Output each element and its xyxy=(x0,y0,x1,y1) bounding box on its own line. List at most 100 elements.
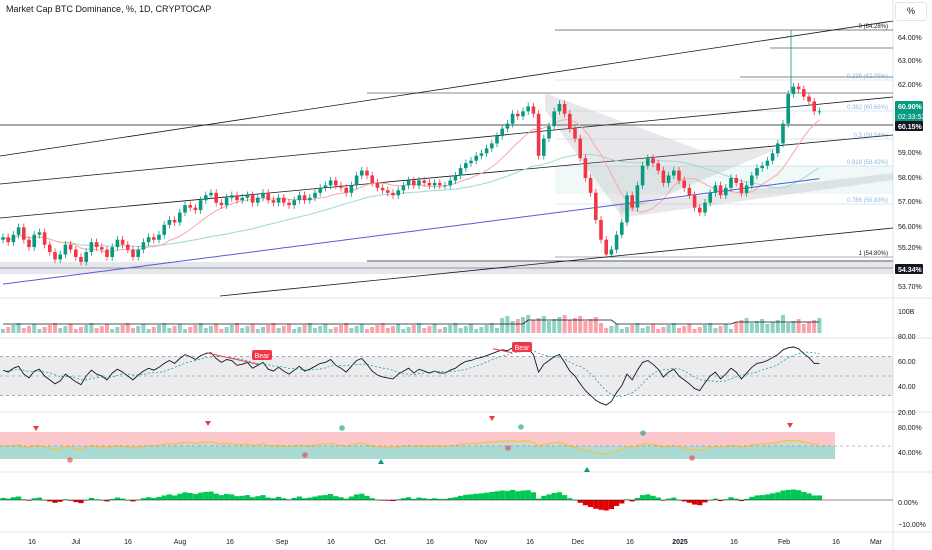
histogram-bar xyxy=(442,498,448,500)
volume-bar xyxy=(791,321,796,333)
candle-body xyxy=(396,190,400,196)
volume-bar xyxy=(562,315,567,333)
candle-body xyxy=(157,234,161,240)
volume-bar xyxy=(630,325,635,333)
volume-bar xyxy=(443,327,447,333)
volume-bar xyxy=(812,320,817,333)
candle-body xyxy=(297,195,302,201)
bear-label-box xyxy=(512,342,532,352)
candle-body xyxy=(146,237,151,243)
candle-body xyxy=(94,242,99,248)
histogram-bar xyxy=(588,500,594,507)
histogram-bar xyxy=(801,491,807,500)
time-axis-tick: Nov xyxy=(475,539,488,546)
volume-bar xyxy=(526,315,531,333)
price-axis-tick: 53.70% xyxy=(898,284,922,291)
histogram-bar xyxy=(634,497,640,500)
volume-bar xyxy=(656,329,661,333)
volume-bar xyxy=(157,325,161,333)
candle-body xyxy=(656,163,660,171)
volume-axis-tick: 100B xyxy=(898,309,915,316)
histogram-bar xyxy=(88,497,94,500)
candle-body xyxy=(323,185,328,188)
candle-body xyxy=(453,175,458,181)
rsi-line xyxy=(2,346,820,406)
histogram-bar xyxy=(645,494,651,500)
volume-bar xyxy=(375,325,380,333)
candle-body xyxy=(74,249,78,257)
osc-area xyxy=(0,440,820,454)
volume-bar xyxy=(427,326,432,333)
histogram-bar xyxy=(260,495,266,500)
candle-body xyxy=(240,197,244,201)
candle-body xyxy=(183,205,187,213)
time-axis-tick: Jul xyxy=(72,539,81,546)
volume-bar xyxy=(599,323,603,333)
histogram-bar xyxy=(530,492,536,500)
volume-bar xyxy=(786,323,791,333)
last-price-box xyxy=(895,101,923,123)
volume-bar xyxy=(318,326,323,333)
histogram-bar xyxy=(114,497,120,500)
histogram-bar xyxy=(130,500,136,502)
candle-body xyxy=(224,197,229,206)
histogram-bar xyxy=(302,498,308,500)
volume-bar xyxy=(536,318,541,333)
candle-body xyxy=(16,227,21,235)
candle-body xyxy=(458,168,463,176)
histogram-axis-tick: −10.00% xyxy=(898,522,926,529)
histogram-bar xyxy=(234,496,240,500)
candle-body xyxy=(542,138,546,156)
candle-body xyxy=(256,197,260,203)
candle-body xyxy=(708,192,712,203)
percent-scale-button[interactable]: % xyxy=(895,2,927,21)
histogram-bar xyxy=(520,490,526,500)
volume-bar xyxy=(297,327,302,333)
histogram-bar xyxy=(744,498,750,500)
histogram-bar xyxy=(10,497,16,500)
candle-body xyxy=(162,224,166,235)
signal-dot-icon xyxy=(67,457,73,463)
candle-body xyxy=(141,242,146,250)
candle-body xyxy=(682,180,686,188)
volume-bar xyxy=(385,328,390,333)
histogram-bar xyxy=(317,495,323,500)
time-axis-tick: Mar xyxy=(870,539,883,546)
histogram-bar xyxy=(749,496,755,500)
histogram-bar xyxy=(728,497,734,500)
osc-upper-zone xyxy=(0,432,835,446)
candle-body xyxy=(490,143,494,149)
histogram-bar xyxy=(494,491,500,500)
candle-body xyxy=(536,113,541,156)
osc-line xyxy=(2,439,820,455)
histogram-bar xyxy=(36,497,42,500)
histogram-bar xyxy=(764,494,770,500)
histogram-bar xyxy=(775,492,781,500)
histogram-bar xyxy=(556,492,562,500)
histogram-bar xyxy=(603,500,609,511)
histogram-bar xyxy=(536,498,542,500)
volume-bar xyxy=(167,328,172,333)
candle-body xyxy=(760,165,764,169)
histogram-bar xyxy=(790,489,796,500)
signal-dot-icon xyxy=(640,430,646,436)
fib-level-label: 0 (64.28%) xyxy=(859,24,888,30)
volume-bar xyxy=(240,328,245,333)
candle-body xyxy=(744,185,749,193)
candle-body xyxy=(604,239,608,255)
histogram-bar xyxy=(291,497,297,500)
histogram-bar xyxy=(619,500,625,504)
candle-body xyxy=(152,237,156,240)
histogram-bar xyxy=(369,498,375,500)
volume-bar xyxy=(396,324,401,333)
volume-bar xyxy=(84,325,89,333)
candle-body xyxy=(292,200,296,206)
histogram-bar xyxy=(192,494,198,500)
histogram-bar xyxy=(681,500,687,502)
histogram-bar xyxy=(666,498,672,500)
buy-signal-icon xyxy=(378,459,384,464)
volume-bar xyxy=(645,326,650,333)
histogram-bar xyxy=(390,500,396,502)
trend-channel-line xyxy=(219,227,894,297)
histogram-bar xyxy=(406,497,412,500)
